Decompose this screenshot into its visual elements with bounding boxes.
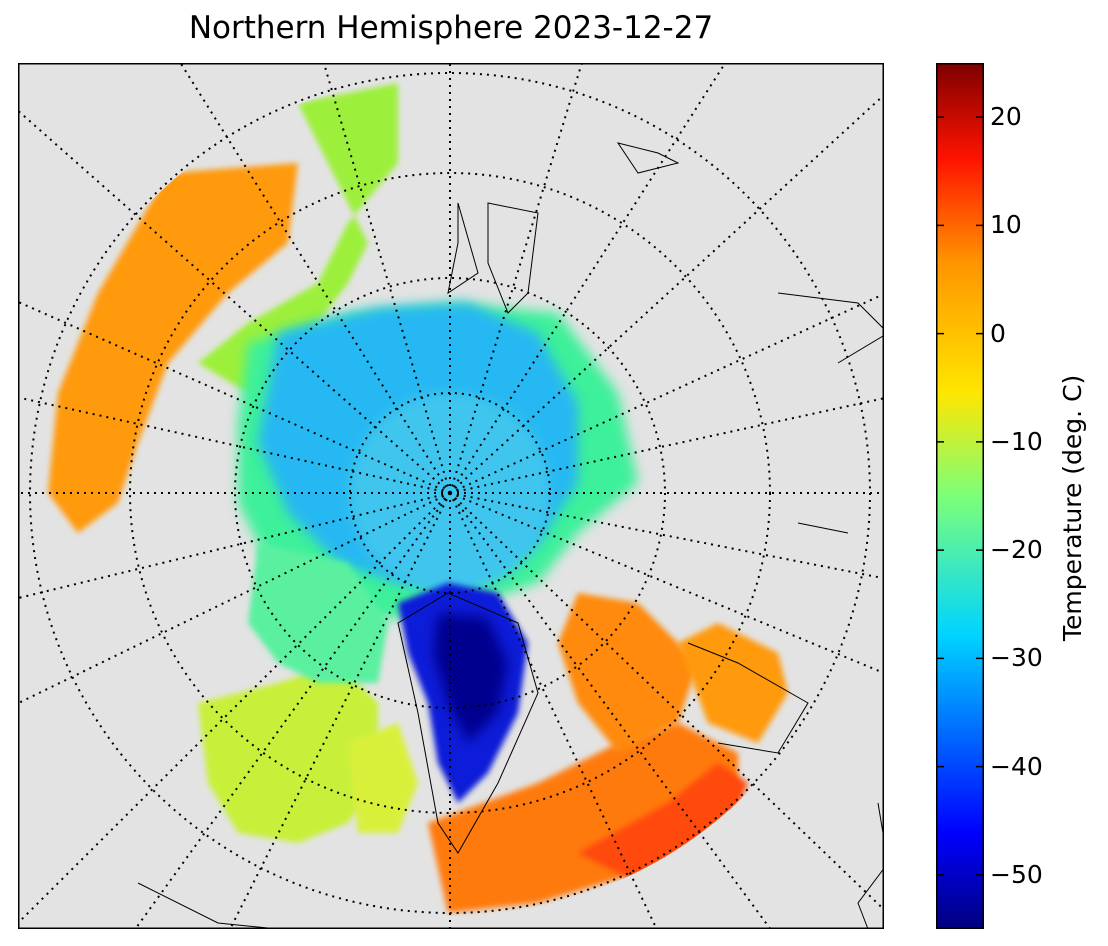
north-america-region [198, 663, 378, 843]
colorbar-tick-label: −20 [990, 535, 1043, 565]
map-border [18, 63, 884, 929]
colorbar-tick-label: 10 [990, 210, 1022, 240]
colorbar-tick-label: −50 [990, 859, 1043, 889]
colorbar-gradient [936, 63, 984, 929]
labrador-cool-region [348, 723, 418, 833]
colorbar-tick-label: 20 [990, 102, 1022, 132]
colorbar-tick-label: −40 [990, 751, 1043, 781]
scandinavia-region [678, 623, 788, 743]
barents-warm-region [558, 593, 698, 753]
coastlines [137, 142, 884, 929]
map-graticule [18, 63, 884, 929]
eurasia-cool-region [198, 83, 398, 393]
colorbar-label: Temperature (deg. C) [1058, 374, 1087, 641]
greenland-interior-region [433, 613, 508, 743]
canadian-archipelago-region [248, 543, 388, 683]
colorbar-tick-label: −30 [990, 643, 1043, 673]
north-atlantic-warm-region [428, 723, 738, 913]
temperature-field [48, 83, 788, 913]
north-pacific-warm-region [48, 163, 298, 533]
colorbar-tick-label: 0 [990, 318, 1006, 348]
polar-temperature-map [18, 63, 884, 929]
colorbar-tick-label: −10 [990, 426, 1043, 456]
map-title: Northern Hemisphere 2023-12-27 [188, 10, 714, 46]
colorbar [936, 63, 984, 929]
